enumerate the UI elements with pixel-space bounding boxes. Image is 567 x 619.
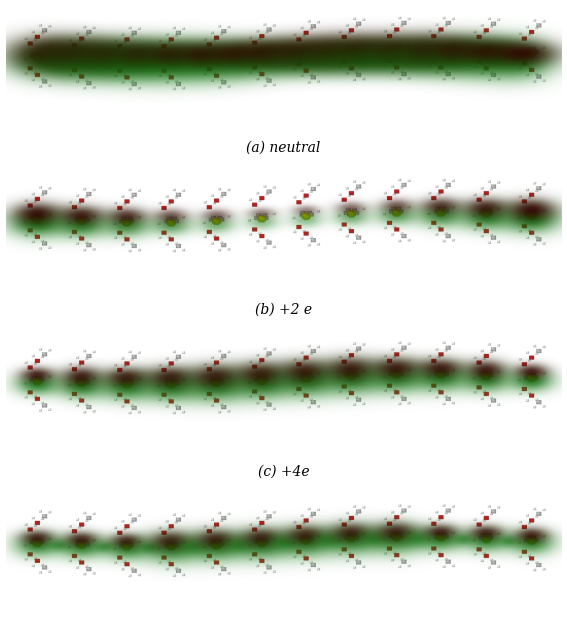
Text: (c) +4e: (c) +4e bbox=[257, 465, 310, 479]
Text: (b) +2 e: (b) +2 e bbox=[255, 303, 312, 317]
Text: (a) neutral: (a) neutral bbox=[246, 141, 321, 155]
